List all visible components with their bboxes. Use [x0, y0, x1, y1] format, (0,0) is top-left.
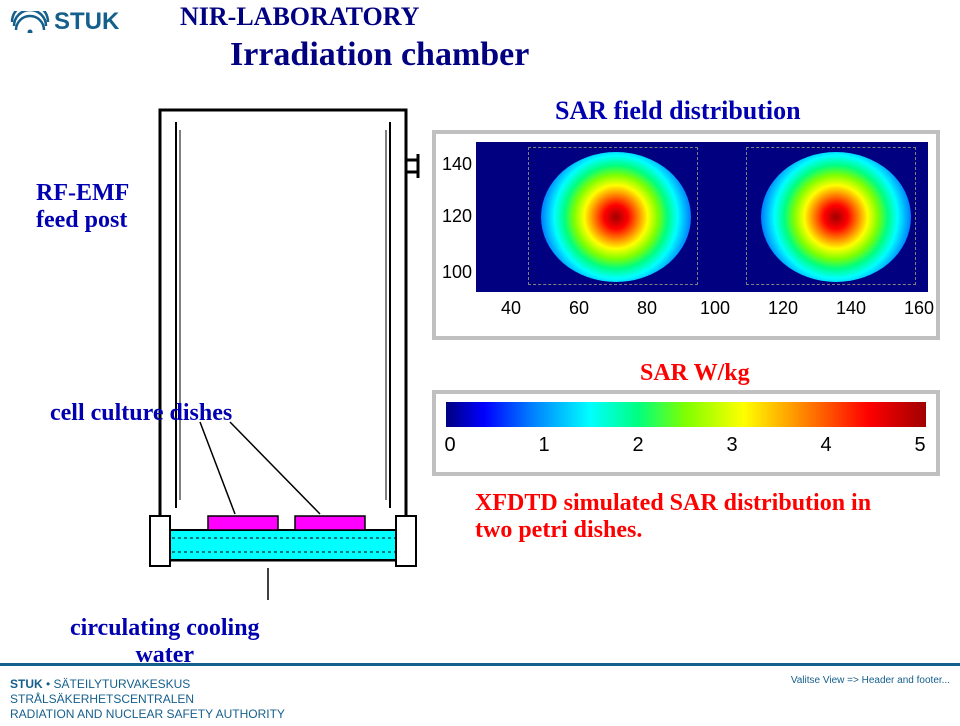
dish-outline-right — [746, 147, 916, 285]
cooling-water-label: circulating cooling water — [70, 615, 260, 669]
stuk-logo: STUK — [10, 8, 119, 36]
xtick: 60 — [564, 298, 594, 319]
ytick: 100 — [438, 262, 472, 283]
colorbar: 0 1 2 3 4 5 — [432, 390, 940, 476]
sar-unit-label: SAR W/kg — [640, 360, 750, 387]
sar-caption: XFDTD simulated SAR distribution in two … — [475, 490, 871, 544]
ytick: 140 — [438, 154, 472, 175]
xtick: 100 — [700, 298, 730, 319]
xtick: 160 — [904, 298, 934, 319]
chamber-diagram — [20, 100, 420, 600]
sar-heatmap-bg — [476, 142, 928, 292]
cbtick: 3 — [722, 434, 742, 457]
xtick: 120 — [768, 298, 798, 319]
sar-distribution-title: SAR field distribution — [555, 96, 801, 126]
rf-emf-label: RF-EMF feed post — [36, 180, 129, 234]
cbtick: 1 — [534, 434, 554, 457]
sar-heatmap: 140 120 100 40 60 80 100 120 140 160 — [432, 130, 940, 340]
cbtick: 5 — [910, 434, 930, 457]
logo-text: STUK — [54, 8, 119, 36]
cell-culture-label: cell culture dishes — [50, 400, 232, 427]
footer-org: STUK • SÄTEILYTURVAKESKUS STRÅLSÄKERHETS… — [10, 677, 285, 722]
xtick: 40 — [496, 298, 526, 319]
ytick: 120 — [438, 206, 472, 227]
nir-laboratory-title: NIR-LABORATORY — [180, 2, 419, 32]
xtick: 80 — [632, 298, 662, 319]
page-title: Irradiation chamber — [230, 36, 529, 74]
cbtick: 0 — [440, 434, 460, 457]
cbtick: 4 — [816, 434, 836, 457]
colorbar-gradient — [446, 402, 926, 427]
xtick: 140 — [836, 298, 866, 319]
radiation-icon — [10, 11, 50, 33]
footer-rule — [0, 663, 960, 666]
footer-hint: Valitse View => Header and footer... — [791, 675, 950, 686]
cbtick: 2 — [628, 434, 648, 457]
dish-outline-left — [528, 147, 698, 285]
